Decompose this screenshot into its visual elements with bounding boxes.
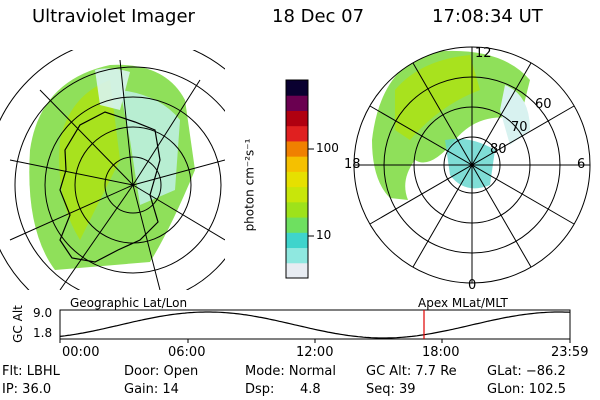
colorbar-band bbox=[286, 80, 308, 96]
time-label: 17:08:34 UT bbox=[432, 6, 543, 27]
colorbar-band bbox=[286, 262, 308, 279]
colorbar-band bbox=[286, 171, 308, 188]
colorbar-band bbox=[286, 186, 308, 203]
colorbar-tick-100: 100 bbox=[316, 141, 339, 155]
date-label: 18 Dec 07 bbox=[272, 6, 365, 27]
mlt-label-6: 6 bbox=[577, 157, 586, 172]
alt-ylabel: GC Alt bbox=[10, 305, 25, 343]
alt-ytick-9: 9.0 bbox=[33, 306, 53, 320]
filter-label: Flt: LBHL bbox=[2, 364, 60, 379]
colorbar-band bbox=[286, 110, 308, 127]
mode-label: Mode: Normal bbox=[245, 364, 336, 379]
colorbar-band bbox=[286, 156, 308, 172]
door-label: Door: Open bbox=[124, 364, 199, 379]
colorbar-band bbox=[286, 140, 308, 157]
mlt-label-0: 0 bbox=[468, 278, 477, 293]
alt-xtick-0600: 06:00 bbox=[168, 345, 206, 360]
mlt-label-12: 12 bbox=[475, 46, 492, 61]
colorbar-band bbox=[286, 247, 308, 264]
colorbar-tick-10: 10 bbox=[316, 228, 332, 242]
alt-xtick-1200: 12:00 bbox=[296, 345, 334, 360]
apex-label: Apex MLat/MLT bbox=[418, 296, 508, 310]
colorbar-band bbox=[286, 95, 308, 111]
colorbar-band bbox=[286, 125, 308, 142]
colorbar-band bbox=[286, 201, 308, 218]
colorbar-band bbox=[286, 217, 308, 233]
lat-label-80: 80 bbox=[490, 142, 507, 157]
mlt-label-18: 18 bbox=[344, 157, 361, 172]
ip-label: IP: 36.0 bbox=[2, 382, 52, 397]
gain-label: Gain: 14 bbox=[124, 382, 179, 397]
lat-label-60: 60 bbox=[535, 97, 552, 112]
glon-label: GLon: 102.5 bbox=[487, 382, 567, 397]
alt-ytick-1: 1.8 bbox=[33, 326, 53, 340]
dsp-label: Dsp: bbox=[245, 382, 275, 397]
lat-label-70: 70 bbox=[511, 120, 528, 135]
seq-label: Seq: 39 bbox=[366, 382, 416, 397]
alt-xtick-1800: 18:00 bbox=[422, 345, 460, 360]
alt-xtick-2359: 23:59 bbox=[551, 345, 589, 360]
glat-label: GLat: −86.2 bbox=[487, 364, 566, 379]
gc-alt-label: GC Alt: 7.7 Re bbox=[366, 364, 457, 379]
geographic-label: Geographic Lat/Lon bbox=[70, 296, 188, 310]
alt-xtick-0000: 00:00 bbox=[62, 345, 100, 360]
app-title: Ultraviolet Imager bbox=[32, 6, 195, 27]
colorbar-band bbox=[286, 232, 308, 249]
dsp-value: 4.8 bbox=[300, 382, 321, 397]
